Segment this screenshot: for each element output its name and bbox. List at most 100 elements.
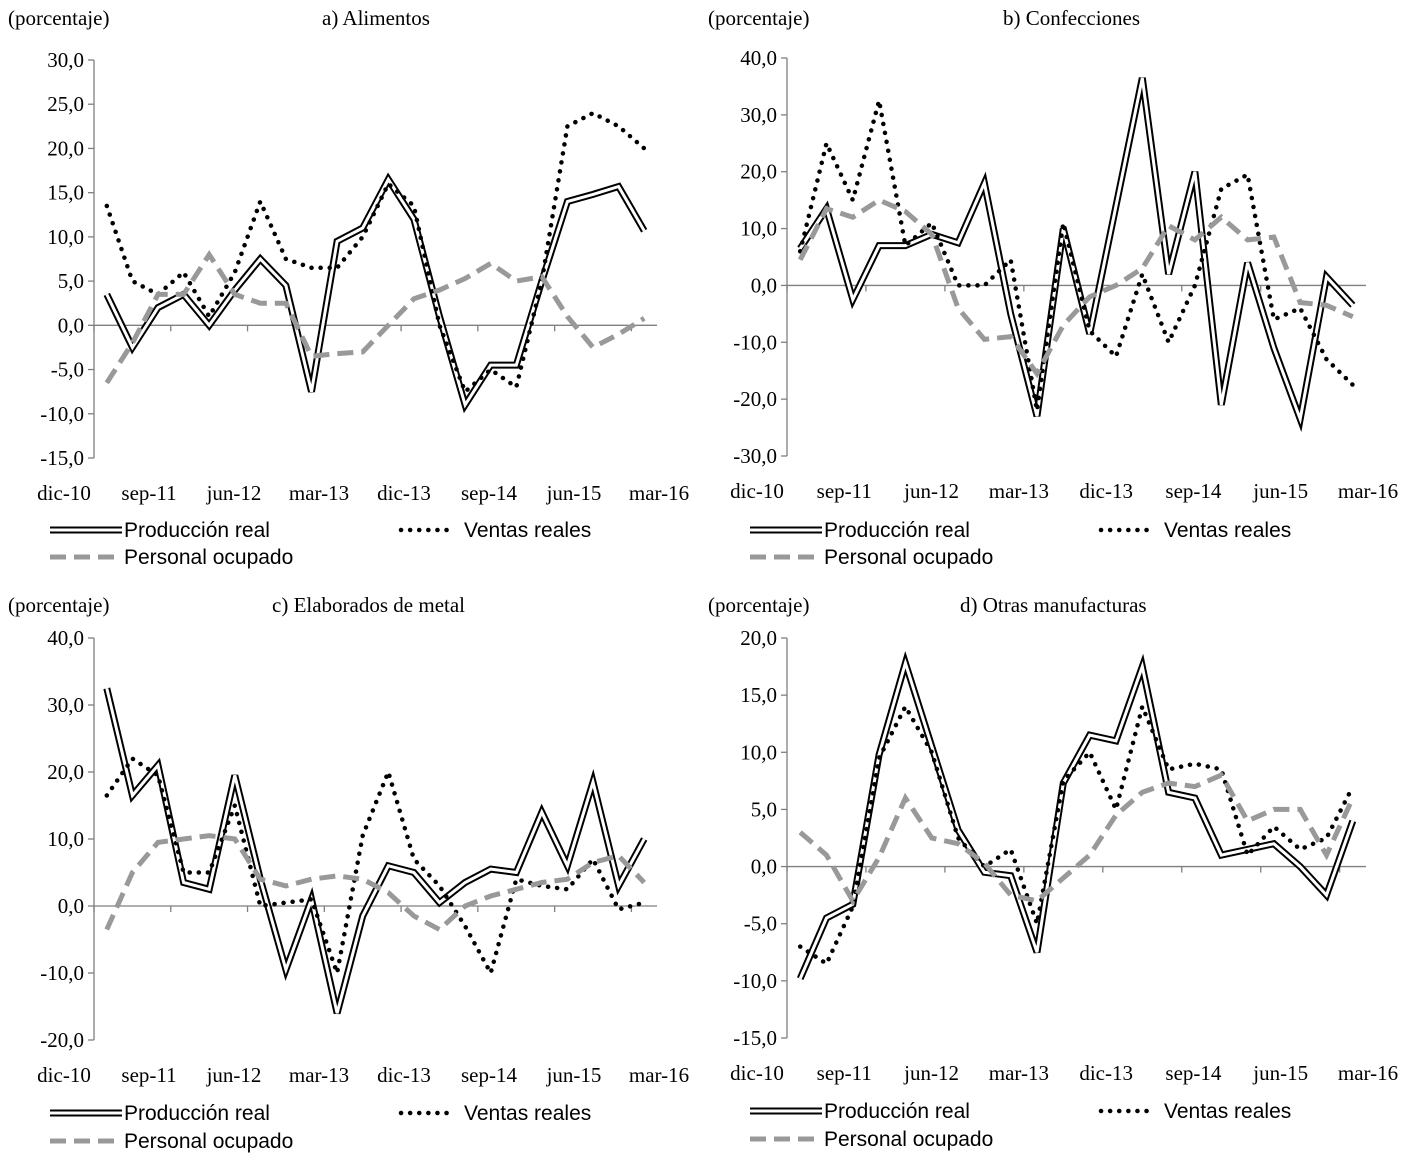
y-tick-label: 0,0 bbox=[751, 273, 777, 297]
legend-label-produccion: Producción real bbox=[124, 519, 270, 542]
y-tick-label: 0,0 bbox=[58, 313, 84, 337]
x-tick-label: mar-13 bbox=[989, 479, 1049, 503]
series-line-personal-ocupado bbox=[798, 771, 1356, 906]
chart-title: a) Alimentos bbox=[322, 6, 430, 30]
chart-title: c) Elaborados de metal bbox=[272, 593, 465, 617]
x-tick-label: sep-11 bbox=[121, 481, 176, 505]
y-tick-label: -30,0 bbox=[733, 444, 777, 468]
x-tick-label: sep-14 bbox=[1165, 479, 1221, 503]
chart-panel-4: (porcentaje) d) Otras manufacturas 20,0 15,… bbox=[708, 593, 1398, 1151]
legend-label-produccion: Producción real bbox=[124, 1102, 270, 1125]
legend-label-produccion: Producción real bbox=[824, 1100, 970, 1123]
x-tick-label: dic-10 bbox=[37, 1063, 91, 1087]
y-tick-label: 10,0 bbox=[47, 225, 84, 249]
series-line-personal-ocupado bbox=[104, 833, 647, 933]
x-tick-label: jun-12 bbox=[206, 1063, 262, 1087]
series-line-produccion-real-inner bbox=[798, 657, 1355, 980]
y-tick-label: -10,0 bbox=[40, 961, 84, 985]
x-tick-label: dic-13 bbox=[1079, 1061, 1133, 1085]
legend: Producción real Ventas reales Personal ocu… bbox=[50, 1102, 591, 1153]
x-tick-label: dic-13 bbox=[377, 481, 431, 505]
series-line-produccion-real-inner bbox=[105, 176, 646, 409]
y-tick-label: 25,0 bbox=[47, 92, 84, 116]
x-tick-label: sep-11 bbox=[121, 1063, 176, 1087]
series-line-ventas-reales bbox=[104, 755, 647, 982]
y-tick-label: 10,0 bbox=[740, 217, 777, 241]
y-tick-label: 15,0 bbox=[47, 181, 84, 205]
series-line-personal-ocupado bbox=[104, 249, 646, 385]
series-line-produccion-real bbox=[797, 77, 1356, 433]
chart-title: b) Confecciones bbox=[1003, 6, 1140, 30]
x-tick-label: dic-10 bbox=[37, 481, 91, 505]
chart-panel-1: (porcentaje) a) Alimentos 30,0 25,0 20,0 15,0… bbox=[8, 6, 689, 569]
series-line-ventas-reales bbox=[797, 699, 1356, 968]
y-tick-label: -15,0 bbox=[733, 1026, 777, 1050]
x-tick-label: mar-16 bbox=[629, 481, 689, 505]
y-unit-label: (porcentaje) bbox=[8, 593, 109, 617]
y-tick-label: -10,0 bbox=[733, 330, 777, 354]
y-tick-label: -10,0 bbox=[733, 969, 777, 993]
y-tick-label: -5,0 bbox=[51, 358, 84, 382]
legend-label-personal: Personal ocupado bbox=[124, 546, 293, 569]
series-line-ventas-reales bbox=[797, 100, 1356, 411]
legend-label-ventas: Ventas reales bbox=[464, 1102, 591, 1125]
x-tick-label: jun-15 bbox=[1252, 1061, 1308, 1085]
y-unit-label: (porcentaje) bbox=[708, 593, 809, 617]
series-line-produccion-real bbox=[796, 650, 1357, 980]
y-tick-label: 20,0 bbox=[47, 136, 84, 160]
y-tick-label: -5,0 bbox=[744, 912, 777, 936]
y-tick-label: 10,0 bbox=[47, 827, 84, 851]
x-tick-label: sep-14 bbox=[1165, 1061, 1221, 1085]
y-tick-label: 30,0 bbox=[47, 48, 84, 72]
y-tick-label: 30,0 bbox=[740, 103, 777, 127]
y-tick-label: 40,0 bbox=[740, 46, 777, 70]
y-tick-label: -10,0 bbox=[40, 402, 84, 426]
y-unit-label: (porcentaje) bbox=[708, 6, 809, 30]
series-line-ventas-reales bbox=[104, 110, 647, 396]
x-tick-label: jun-12 bbox=[903, 479, 959, 503]
x-tick-label: dic-13 bbox=[1079, 479, 1133, 503]
legend-label-produccion: Producción real bbox=[824, 519, 970, 542]
legend-label-personal: Personal ocupado bbox=[124, 1130, 293, 1153]
legend-label-personal: Personal ocupado bbox=[824, 546, 993, 569]
y-tick-label: 20,0 bbox=[740, 160, 777, 184]
x-tick-label: jun-12 bbox=[206, 481, 262, 505]
chart-panel-3: (porcentaje) c) Elaborados de metal 40,0 30… bbox=[8, 593, 689, 1153]
x-tick-label: dic-13 bbox=[377, 1063, 431, 1087]
y-tick-label: 20,0 bbox=[740, 626, 777, 650]
y-tick-label: 40,0 bbox=[47, 626, 84, 650]
x-tick-label: dic-10 bbox=[730, 479, 784, 503]
x-tick-label: mar-16 bbox=[1338, 479, 1398, 503]
y-tick-label: 0,0 bbox=[751, 855, 777, 879]
series-line-produccion-real-inner bbox=[105, 687, 646, 1014]
legend-label-ventas: Ventas reales bbox=[1164, 1100, 1291, 1123]
x-tick-label: sep-11 bbox=[817, 1061, 872, 1085]
x-tick-label: sep-14 bbox=[461, 481, 517, 505]
y-tick-label: 5,0 bbox=[751, 797, 777, 821]
x-tick-label: mar-13 bbox=[989, 1061, 1049, 1085]
x-tick-label: jun-12 bbox=[903, 1061, 959, 1085]
x-tick-label: jun-15 bbox=[546, 481, 602, 505]
x-tick-label: mar-13 bbox=[289, 1063, 349, 1087]
legend: Producción real Ventas reales Personal ocu… bbox=[50, 519, 591, 569]
y-tick-label: 20,0 bbox=[47, 760, 84, 784]
series-line-produccion-real bbox=[103, 687, 648, 1015]
legend-label-ventas: Ventas reales bbox=[464, 519, 591, 542]
y-tick-label: -20,0 bbox=[733, 387, 777, 411]
x-tick-label: dic-10 bbox=[730, 1061, 784, 1085]
series-line-personal-ocupado bbox=[797, 197, 1354, 379]
y-unit-label: (porcentaje) bbox=[8, 6, 109, 30]
x-tick-label: jun-15 bbox=[546, 1063, 602, 1087]
legend-label-ventas: Ventas reales bbox=[1164, 519, 1291, 542]
x-tick-label: mar-13 bbox=[289, 481, 349, 505]
y-tick-label: -20,0 bbox=[40, 1028, 84, 1052]
chart-title: d) Otras manufacturas bbox=[960, 593, 1147, 617]
y-tick-label: 10,0 bbox=[740, 740, 777, 764]
legend: Producción real Ventas reales Personal ocu… bbox=[750, 1100, 1291, 1151]
y-tick-label: 15,0 bbox=[740, 683, 777, 707]
y-tick-label: 0,0 bbox=[58, 894, 84, 918]
y-tick-label: 5,0 bbox=[58, 269, 84, 293]
x-tick-label: mar-16 bbox=[1338, 1061, 1398, 1085]
legend-label-personal: Personal ocupado bbox=[824, 1128, 993, 1151]
